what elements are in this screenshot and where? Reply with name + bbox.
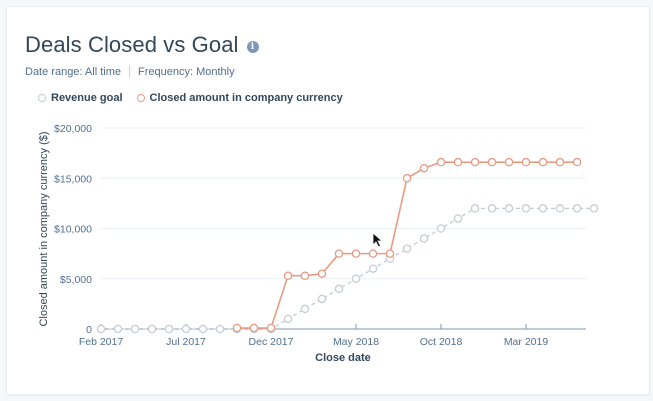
series-revenue-goal (96, 204, 599, 334)
data-point[interactable] (198, 324, 208, 334)
data-point[interactable] (351, 249, 361, 258)
data-point[interactable] (487, 157, 497, 167)
data-point[interactable] (419, 234, 429, 243)
legend-label: Revenue goal (51, 92, 123, 104)
info-icon[interactable]: i (246, 41, 259, 53)
title-text: Deals Closed vs Goal (25, 32, 239, 57)
chart-legend: Revenue goal Closed amount in company cu… (38, 92, 343, 104)
data-point[interactable] (589, 204, 599, 213)
data-point[interactable] (232, 323, 242, 333)
data-point[interactable] (402, 173, 412, 183)
report-title: Deals Closed vs Goal i (25, 32, 259, 58)
data-point[interactable] (368, 264, 378, 273)
frequency-filter[interactable]: Frequency: Monthly (138, 65, 235, 78)
data-point[interactable] (113, 324, 123, 334)
data-point[interactable] (300, 304, 310, 314)
data-point[interactable] (436, 224, 446, 233)
gridlines (100, 127, 586, 280)
y-axis: 0 $5,000 $10,000 $15,000 $20,000 (54, 123, 92, 336)
x-tick-label: Dec 2017 (249, 336, 294, 348)
data-point[interactable] (351, 274, 361, 283)
data-point[interactable] (368, 249, 378, 258)
data-point[interactable] (215, 324, 225, 334)
data-point[interactable] (130, 324, 140, 334)
x-tick-label: May 2018 (333, 336, 379, 348)
x-tick-label: Feb 2017 (79, 336, 124, 348)
data-point[interactable] (504, 204, 514, 213)
data-point[interactable] (453, 157, 463, 167)
y-tick-label: $15,000 (54, 173, 92, 185)
data-point[interactable] (538, 157, 548, 167)
data-point[interactable] (300, 271, 310, 280)
data-point[interactable] (572, 204, 582, 213)
data-point[interactable] (419, 163, 429, 173)
data-point[interactable] (470, 204, 480, 213)
data-point[interactable] (436, 157, 446, 167)
data-point[interactable] (572, 157, 582, 167)
data-point[interactable] (283, 314, 293, 324)
data-point[interactable] (164, 324, 174, 334)
data-point[interactable] (181, 324, 191, 334)
data-point[interactable] (317, 294, 327, 304)
y-axis-title: Closed amount in company currency ($) (38, 131, 50, 326)
data-point[interactable] (487, 204, 497, 213)
legend-item-revenue-goal[interactable]: Revenue goal (38, 92, 123, 104)
data-point[interactable] (266, 323, 276, 333)
data-point[interactable] (521, 204, 531, 213)
data-point[interactable] (249, 323, 259, 333)
circle-marker-icon (38, 94, 46, 102)
data-point[interactable] (555, 157, 565, 167)
y-tick-label: $10,000 (54, 224, 92, 236)
y-tick-label: 0 (86, 324, 92, 336)
x-tick-label: Jul 2017 (166, 336, 206, 348)
data-point[interactable] (96, 324, 106, 334)
data-point[interactable] (504, 157, 514, 167)
mouse-cursor-icon (372, 232, 384, 248)
data-point[interactable] (334, 249, 344, 258)
data-point[interactable] (453, 214, 463, 223)
data-point[interactable] (317, 269, 327, 278)
data-point[interactable] (283, 271, 293, 280)
x-tick-label: Mar 2019 (504, 336, 549, 348)
data-point[interactable] (334, 284, 344, 294)
data-point[interactable] (385, 249, 395, 258)
data-point[interactable] (402, 244, 412, 253)
meta-divider (129, 65, 130, 78)
series-closed-amount (232, 157, 582, 333)
data-point[interactable] (470, 157, 480, 167)
y-tick-label: $5,000 (60, 274, 92, 286)
data-point[interactable] (555, 204, 565, 213)
legend-item-closed-amount[interactable]: Closed amount in company currency (136, 92, 343, 104)
x-tick-label: Oct 2018 (420, 336, 463, 348)
data-point[interactable] (538, 204, 548, 213)
x-axis-title: Close date (315, 352, 371, 364)
legend-label: Closed amount in company currency (149, 92, 343, 104)
data-point[interactable] (147, 324, 157, 334)
y-tick-label: $20,000 (54, 123, 92, 135)
circle-marker-icon (136, 94, 145, 102)
date-range-filter[interactable]: Date range: All time (25, 65, 121, 78)
x-axis: Feb 2017 Jul 2017 Dec 2017 May 2018 Oct 2018… (79, 324, 586, 348)
data-point[interactable] (521, 157, 531, 167)
report-card (6, 6, 650, 395)
report-meta: Date range: All time Frequency: Monthly (25, 65, 235, 78)
